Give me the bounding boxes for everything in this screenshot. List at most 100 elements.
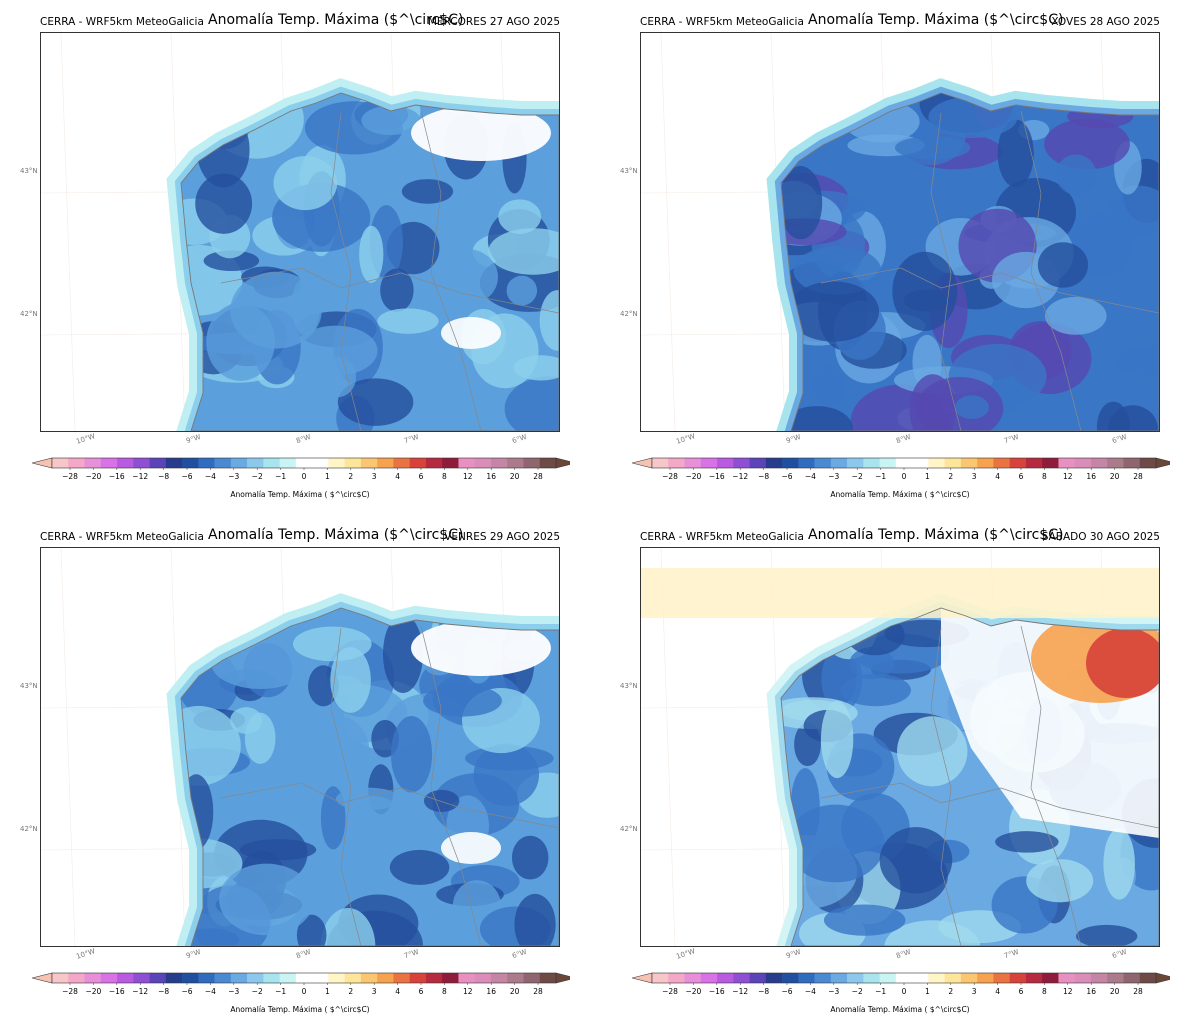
- colorbar-segment: [684, 973, 702, 983]
- source-label: CERRA - WRF5km MeteoGalicia: [640, 16, 804, 28]
- colorbar-segment: [993, 973, 1010, 983]
- colorbar-segment: [733, 458, 750, 468]
- meridian: [60, 33, 76, 431]
- colorbar-segment: [279, 458, 297, 468]
- colorbar-segment: [344, 973, 362, 983]
- admin-border: [220, 782, 559, 829]
- colorbar-segment: [912, 458, 929, 468]
- lon-label-8w: 8°W: [895, 947, 912, 961]
- colorbar-segment: [247, 973, 264, 983]
- colorbar-tick-label: −2: [852, 987, 863, 996]
- colorbar-segment: [409, 973, 427, 983]
- colorbar-segment: [507, 973, 524, 983]
- colorbar-segment: [700, 973, 718, 983]
- colorbar-segment: [247, 458, 264, 468]
- colorbar-segment: [344, 458, 362, 468]
- colorbar-segment: [814, 973, 832, 983]
- colorbar-segment: [377, 973, 394, 983]
- coastline: [180, 607, 559, 946]
- colorbar-segment: [328, 458, 345, 468]
- lon-label-10w: 10°W: [675, 947, 697, 961]
- date-label: SÁBADO 30 AGO 2025: [1041, 531, 1160, 543]
- colorbar-tick-label: 8: [1042, 987, 1047, 996]
- admin-border: [420, 625, 482, 946]
- colorbar-label: Anomalía Temp. Máxima ( $^\circ$C): [230, 1005, 370, 1014]
- anomaly-map: [40, 547, 560, 947]
- colorbar-tick-label: 16: [1086, 472, 1096, 481]
- colorbar-tick-label: −2: [252, 987, 263, 996]
- colorbar-tick-label: 4: [995, 987, 1000, 996]
- colorbar-tick-label: 6: [1019, 472, 1024, 481]
- colorbar-segment: [68, 973, 85, 983]
- colorbar-segment: [1025, 973, 1043, 983]
- colorbar-segment: [328, 973, 345, 983]
- colorbar-tick-label: 0: [902, 987, 907, 996]
- colorbar-tick-label: −3: [228, 987, 239, 996]
- colorbar-tick-label: −2: [252, 472, 263, 481]
- colorbar-segment: [684, 458, 702, 468]
- colorbar-tick-label: −4: [205, 472, 216, 481]
- lon-label-9w: 9°W: [185, 432, 202, 446]
- colorbar-tick-label: −1: [275, 472, 286, 481]
- colorbar-segment: [295, 458, 313, 468]
- colorbar-tick-label: −16: [109, 472, 125, 481]
- colorbar-under-arrow: [31, 972, 53, 984]
- colorbar-segment: [879, 458, 897, 468]
- lon-label-7w: 7°W: [403, 432, 420, 446]
- colorbar-tick-label: −6: [781, 987, 792, 996]
- date-label: VENRES 29 AGO 2025: [444, 531, 560, 543]
- coastline: [780, 92, 1159, 431]
- lon-label-9w: 9°W: [185, 947, 202, 961]
- colorbar-tick-label: 28: [533, 987, 543, 996]
- colorbar-under-arrow: [631, 457, 653, 469]
- colorbar-segment: [1058, 973, 1076, 983]
- colorbar-segment: [1042, 973, 1059, 983]
- colorbar-tick-label: 4: [995, 472, 1000, 481]
- colorbar-segment: [425, 458, 443, 468]
- colorbar-tick-label: 20: [1110, 472, 1120, 481]
- colorbar-segment: [377, 458, 394, 468]
- colorbar-segment: [84, 458, 102, 468]
- colorbar-segment: [1058, 458, 1076, 468]
- colorbar-tick-label: −4: [805, 987, 816, 996]
- colorbar-tick-label: 1: [925, 472, 930, 481]
- colorbar-under-arrow: [31, 457, 53, 469]
- colorbar-segment: [474, 458, 492, 468]
- colorbar-tick-label: −4: [805, 472, 816, 481]
- colorbar-segment: [879, 973, 897, 983]
- meridian: [660, 33, 676, 431]
- anomaly-map: [640, 547, 1160, 947]
- colorbar-tick-label: 2: [348, 987, 353, 996]
- colorbar-segment: [133, 458, 150, 468]
- colorbar-segment: [847, 458, 864, 468]
- warm-sea-band: [641, 568, 1159, 618]
- colorbar-tick-label: 4: [395, 987, 400, 996]
- colorbar-segment: [717, 973, 734, 983]
- colorbar-segment: [68, 458, 85, 468]
- colorbar-tick-label: −1: [275, 987, 286, 996]
- colorbar-segment: [944, 973, 962, 983]
- colorbar-segment: [312, 458, 329, 468]
- colorbar-segment: [84, 973, 102, 983]
- colorbar-segment: [312, 973, 329, 983]
- lat-label-43: 43°N: [620, 167, 638, 175]
- admin-border: [330, 112, 362, 431]
- colorbar-segment: [1074, 458, 1092, 468]
- colorbar-tick-label: 16: [486, 987, 496, 996]
- colorbar-segment: [165, 973, 183, 983]
- lon-label-6w: 6°W: [1111, 947, 1128, 961]
- panel-header: CERRA - WRF5km MeteoGalicia Anomalía Tem…: [40, 12, 560, 34]
- colorbar-segment: [652, 973, 669, 983]
- colorbar-segment: [895, 458, 913, 468]
- coastline: [180, 92, 559, 431]
- colorbar-tick-label: −6: [181, 987, 192, 996]
- colorbar-segment: [668, 458, 685, 468]
- colorbar-tick-label: 3: [972, 472, 977, 481]
- colorbar-tick-label: 3: [372, 987, 377, 996]
- colorbar-tick-label: 8: [442, 987, 447, 996]
- colorbar-segment: [117, 458, 134, 468]
- colorbar-label: Anomalía Temp. Máxima ( $^\circ$C): [230, 490, 370, 499]
- colorbar-segment: [765, 973, 783, 983]
- colorbar-segment: [960, 973, 978, 983]
- lon-label-9w: 9°W: [785, 947, 802, 961]
